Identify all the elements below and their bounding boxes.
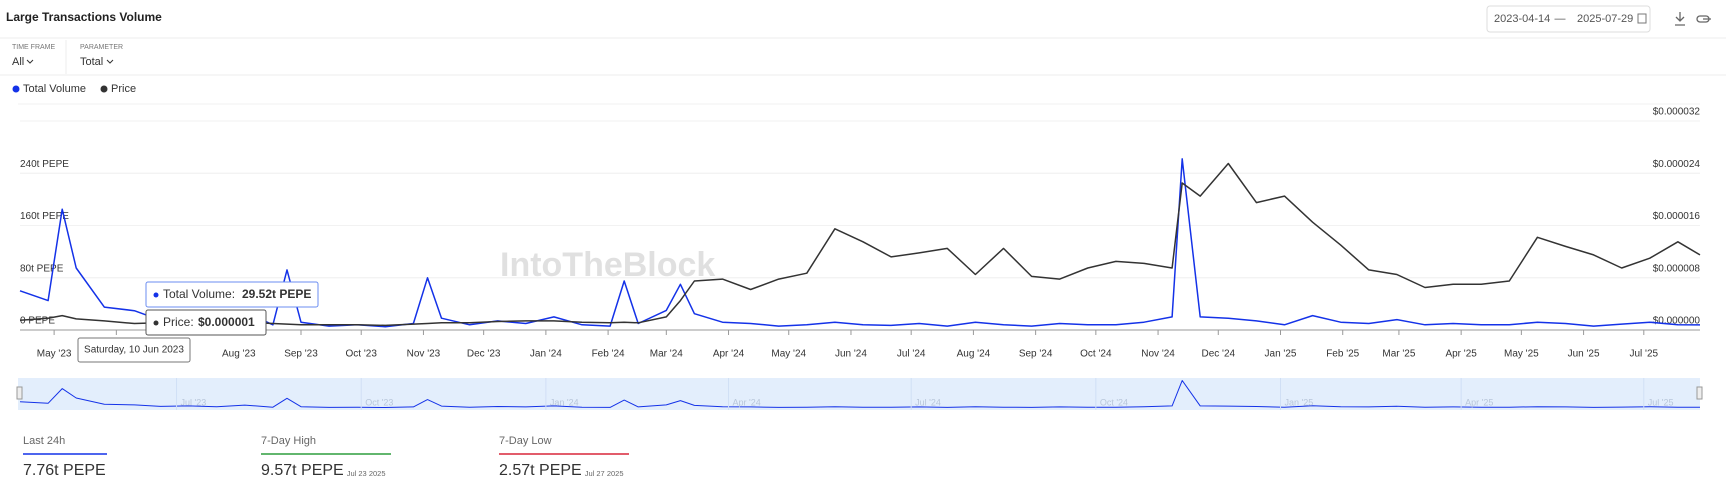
stat-value: 2.57t PEPE — [499, 462, 582, 479]
navigator-line — [19, 380, 1700, 408]
chevron — [26, 59, 34, 64]
tooltip-box — [145, 281, 319, 308]
navigator-handle[interactable] — [16, 386, 23, 400]
y-tick-label: 80t PEPE — [20, 263, 64, 274]
navigator-tick-label: Jan '24 — [550, 397, 579, 407]
x-tick-label: Feb '25 — [1326, 349, 1359, 360]
navigator-tick-label: Jul '23 — [181, 397, 207, 407]
tooltip-label: Total Volume: — [163, 287, 235, 301]
x-tick-label: Mar '25 — [1382, 349, 1415, 360]
x-tick-label: Oct '23 — [346, 349, 378, 360]
stat-value: 9.57t PEPE — [261, 462, 344, 479]
navigator-tick-label: Jul '25 — [1648, 397, 1674, 407]
legend-marker — [12, 85, 20, 93]
y2-tick-label: $0.000032 — [1653, 107, 1701, 118]
tooltip-date: Saturday, 10 Jun 2023 — [84, 345, 184, 356]
navigator-tick-label: Jan '25 — [1285, 397, 1314, 407]
legend-marker — [100, 85, 108, 93]
tooltip-dot — [153, 292, 159, 298]
navigator-tick-label: Jul '24 — [915, 397, 941, 407]
x-tick-label: Jul '24 — [897, 349, 926, 360]
x-tick-label: Dec '24 — [1201, 349, 1235, 360]
legend-label: Total Volume — [23, 83, 86, 95]
x-tick-label: May '24 — [771, 349, 806, 360]
stat-label: 7-Day Low — [499, 435, 552, 447]
x-tick-label: Sep '24 — [1019, 349, 1053, 360]
stat-label: Last 24h — [23, 435, 65, 447]
x-tick-label: Sep '23 — [284, 349, 318, 360]
navigator[interactable] — [18, 378, 1700, 410]
x-tick-label: Mar '24 — [650, 349, 683, 360]
date-picker[interactable] — [1486, 5, 1651, 33]
x-tick-label: Feb '24 — [592, 349, 625, 360]
y-tick-label: 240t PEPE — [20, 159, 69, 170]
x-tick-label: Jun '24 — [835, 349, 867, 360]
link-icon[interactable] — [1696, 15, 1711, 23]
date-end: 2025-07-29 — [1577, 13, 1633, 25]
navigator-tick-label: Apr '25 — [1465, 397, 1493, 407]
x-tick-label: Jun '25 — [1568, 349, 1600, 360]
y2-tick-label: $0.000024 — [1653, 159, 1701, 170]
y2-tick-label: $0.000008 — [1653, 263, 1701, 274]
series-line — [19, 158, 1701, 328]
y2-tick-label: $0.000000 — [1653, 316, 1701, 327]
tooltip-box — [145, 309, 267, 336]
navigator-tick-label: Oct '24 — [1100, 397, 1128, 407]
x-tick-label: May '23 — [37, 349, 72, 360]
x-tick-label: Oct '24 — [1080, 349, 1112, 360]
x-tick-label: Apr '25 — [1445, 349, 1477, 360]
x-tick-label: Jan '25 — [1265, 349, 1297, 360]
watermark: IntoTheBlock — [500, 246, 715, 284]
download-icon[interactable] — [1675, 12, 1685, 26]
x-tick-label: Aug '24 — [957, 349, 991, 360]
x-tick-label: Jul '25 — [1630, 349, 1659, 360]
x-tick-label: May '25 — [1504, 349, 1539, 360]
x-tick-label: Jan '24 — [530, 349, 562, 360]
chart-title: Large Transactions Volume — [6, 10, 162, 24]
tooltip-label: Price: — [163, 315, 194, 329]
filter-label: TIME FRAME — [12, 44, 55, 51]
stat-date: Jul 27 2025 — [585, 469, 624, 478]
x-tick-label: Nov '24 — [1141, 349, 1175, 360]
y2-tick-label: $0.000016 — [1653, 211, 1701, 222]
y-tick-label: 0 PEPE — [20, 316, 55, 327]
tooltip-value: $0.000001 — [198, 315, 255, 329]
calendar-icon — [1637, 13, 1647, 24]
tooltip-value: 29.52t PEPE — [242, 287, 311, 301]
filter-value[interactable]: Total — [80, 56, 103, 68]
x-tick-label: Nov '23 — [407, 349, 441, 360]
series-line — [19, 162, 1701, 327]
tooltip-date-box — [77, 337, 191, 363]
x-tick-label: Apr '24 — [713, 349, 745, 360]
filter-label: PARAMETER — [80, 44, 123, 51]
stat-value: 7.76t PEPE — [23, 462, 106, 479]
stat-date: Jul 23 2025 — [347, 469, 386, 478]
date-separator: — — [1555, 13, 1566, 25]
date-start: 2023-04-14 — [1494, 13, 1550, 25]
navigator-tick-label: Oct '23 — [365, 397, 393, 407]
filter-value[interactable]: All — [12, 56, 24, 68]
tooltip-dot — [153, 320, 159, 326]
legend-label: Price — [111, 83, 136, 95]
chevron — [106, 59, 114, 64]
stat-label: 7-Day High — [261, 435, 316, 447]
navigator-handle[interactable] — [1696, 386, 1703, 400]
x-tick-label: Dec '23 — [467, 349, 501, 360]
y-tick-label: 160t PEPE — [20, 211, 69, 222]
navigator-tick-label: Apr '24 — [733, 397, 761, 407]
x-tick-label: Aug '23 — [222, 349, 256, 360]
